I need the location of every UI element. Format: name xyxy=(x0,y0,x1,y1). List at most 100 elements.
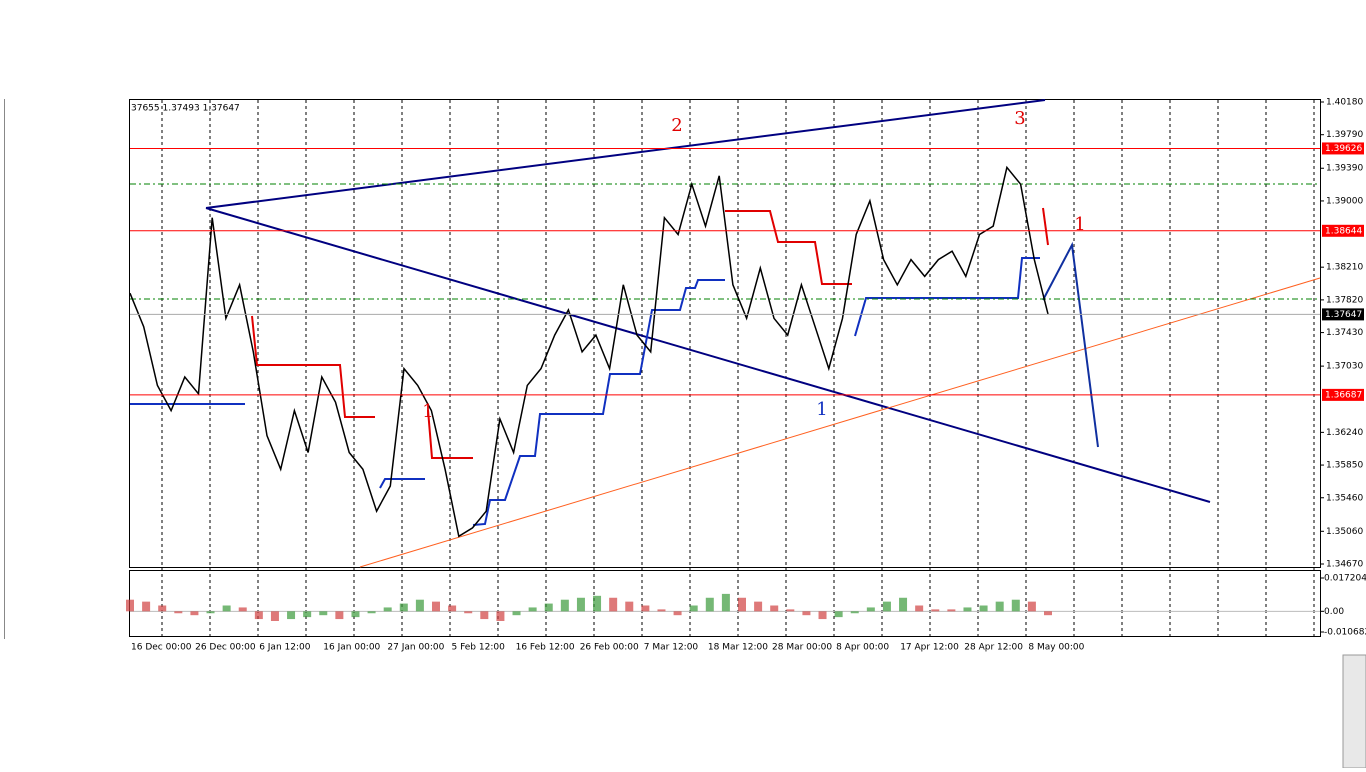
oscillator-bar xyxy=(206,611,215,614)
y-tick-label: 1.39000 xyxy=(1326,196,1363,206)
oscillator-bar xyxy=(158,605,167,612)
oscillator-bar xyxy=(738,597,746,612)
oscillator-bar xyxy=(287,611,296,620)
x-tick-label: 18 Mar 12:00 xyxy=(708,643,768,653)
oscillator-bar xyxy=(979,605,988,612)
oscillator-bar xyxy=(673,611,682,616)
oscillator-bar xyxy=(560,599,569,612)
level-label: 1.38644 xyxy=(1325,226,1362,236)
trend-line xyxy=(359,277,1321,568)
oscillator-bar xyxy=(351,611,360,618)
oscillator-bar xyxy=(1011,599,1020,612)
oscillator-bar xyxy=(270,611,279,621)
last-price-bg xyxy=(1322,308,1364,321)
oscillator-bar xyxy=(303,611,312,618)
oscillator-bar xyxy=(222,605,231,612)
level-label-bg xyxy=(1322,142,1364,155)
oscillator-bar xyxy=(448,605,457,612)
annotation: 1 xyxy=(1074,214,1085,235)
x-tick-label: 7 Mar 12:00 xyxy=(644,643,699,653)
x-tick-label: 5 Feb 12:00 xyxy=(452,643,506,653)
y-tick-label: 1.37430 xyxy=(1326,328,1363,338)
level-label: 1.39626 xyxy=(1325,144,1362,154)
oscillator-bar xyxy=(609,597,618,612)
trend-line xyxy=(205,99,1046,209)
oscillator-bar xyxy=(254,611,263,620)
x-tick-label: 8 Apr 00:00 xyxy=(836,643,889,653)
oscillator-bar xyxy=(689,605,698,612)
level-label-bg xyxy=(1322,224,1364,237)
oscillator-bar xyxy=(625,601,634,612)
oscillator-bar xyxy=(190,611,199,616)
stop-line xyxy=(725,210,852,285)
y-tick-label: 1.37030 xyxy=(1326,362,1363,372)
trend-line xyxy=(205,207,1211,503)
x-tick-label: 28 Apr 12:00 xyxy=(964,643,1023,653)
x-tick-label: 27 Jan 00:00 xyxy=(387,643,444,653)
oscillator-bar xyxy=(383,607,392,612)
x-tick-label: 26 Dec 00:00 xyxy=(195,643,256,653)
oscillator-bar xyxy=(802,611,811,616)
y-tick-label: 1.38210 xyxy=(1326,263,1363,273)
oscillator-bar xyxy=(931,609,940,612)
x-tick-label: 8 May 00:00 xyxy=(1028,643,1084,653)
wave-line[interactable] xyxy=(1042,207,1049,246)
oscillator-bar xyxy=(399,603,408,612)
y-tick-label: 1.37820 xyxy=(1326,295,1363,305)
oscillator-bar xyxy=(512,611,521,616)
oscillator-bar xyxy=(1044,611,1052,616)
x-tick-label: 6 Jan 12:00 xyxy=(259,643,311,653)
level-label: 1.36687 xyxy=(1325,390,1362,400)
scrollbar[interactable] xyxy=(1342,654,1366,769)
oscillator-bar xyxy=(947,609,956,612)
oscillator-bar xyxy=(593,595,602,612)
oscillator-bar xyxy=(576,597,585,612)
x-tick-label: 28 Mar 00:00 xyxy=(772,643,832,653)
y-tick-label: 1.36240 xyxy=(1326,428,1363,438)
oscillator-bar xyxy=(464,611,473,614)
y-tick-label: 1.39790 xyxy=(1326,130,1363,140)
y-tick-label: 0.017204 xyxy=(1324,574,1366,584)
y-tick-label: 1.35460 xyxy=(1326,493,1363,503)
price-line xyxy=(129,165,1049,538)
window-edge xyxy=(4,99,5,639)
stop-line xyxy=(251,315,375,418)
oscillator-bar xyxy=(834,611,843,618)
oscillator-bar xyxy=(335,611,344,620)
annotation: 3 xyxy=(1014,108,1025,129)
oscillator-bar xyxy=(657,609,666,612)
x-tick-label: 16 Jan 00:00 xyxy=(323,643,380,653)
oscillator-bar xyxy=(915,605,924,612)
y-tick-label: 1.35850 xyxy=(1326,461,1363,471)
x-tick-label: 16 Dec 00:00 xyxy=(131,643,192,653)
wave-line[interactable] xyxy=(1042,241,1099,448)
oscillator-bar xyxy=(367,611,376,614)
oscillator-bar xyxy=(721,593,730,612)
oscillator-bar xyxy=(882,601,891,612)
x-tick-label: 17 Apr 12:00 xyxy=(900,643,959,653)
oscillator-bar xyxy=(528,607,537,612)
y-tick-label: 1.34670 xyxy=(1326,560,1363,570)
oscillator-bar xyxy=(866,607,875,612)
y-tick-label: 1.39390 xyxy=(1326,164,1363,174)
oscillator-bar xyxy=(995,601,1004,612)
level-label-bg xyxy=(1322,388,1364,401)
stop-line xyxy=(854,257,1040,337)
stop-line xyxy=(472,279,725,526)
oscillator-bar xyxy=(818,611,827,620)
vertical-grid xyxy=(161,100,1315,636)
oscillator-bar xyxy=(126,599,134,612)
annotation: 2 xyxy=(671,115,682,136)
last-price-label: 1.37647 xyxy=(1325,310,1362,320)
x-tick-label: 16 Feb 12:00 xyxy=(516,643,575,653)
stop-line xyxy=(379,478,425,489)
stop-line xyxy=(427,409,473,459)
y-tick-label: 1.35060 xyxy=(1326,527,1363,537)
oscillator-bar xyxy=(899,597,908,612)
oscillator-bar xyxy=(319,611,328,616)
oscillator-bar xyxy=(641,605,650,612)
oscillator-bar xyxy=(1027,601,1036,612)
oscillator-bar xyxy=(238,607,247,612)
oscillator-bar xyxy=(770,605,779,612)
